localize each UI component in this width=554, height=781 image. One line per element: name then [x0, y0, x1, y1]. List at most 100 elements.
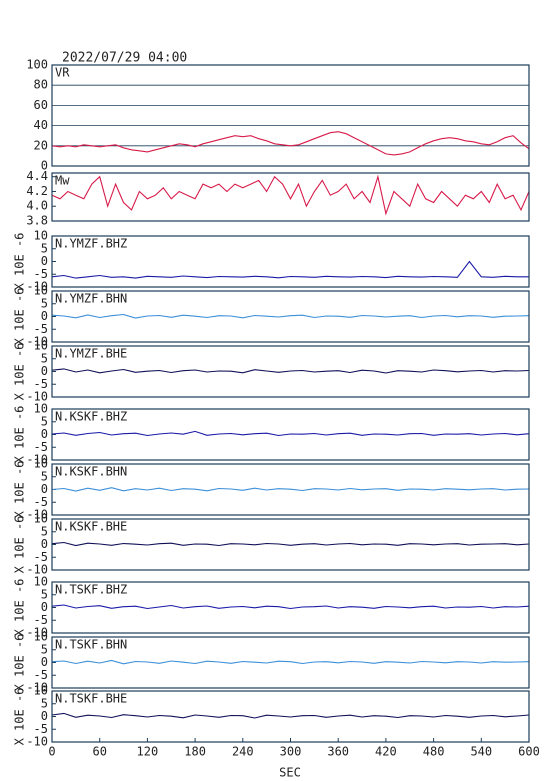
data-line	[51, 131, 530, 156]
y-tick-label: 4.2	[26, 184, 48, 198]
panel-label: N.TSKF.BHZ	[55, 583, 127, 597]
panel-label: N.TSKF.BHN	[55, 638, 127, 652]
y-tick-label: 10	[34, 284, 48, 298]
y-tick-label: 4.0	[26, 199, 48, 213]
y-tick-label: 5	[41, 414, 48, 428]
x-tick-label: 180	[184, 745, 206, 759]
y-tick-label: 10	[34, 339, 48, 353]
panel-frame	[51, 408, 530, 461]
y-tick-label: 0	[41, 709, 48, 723]
x-axis-label: SEC	[279, 766, 301, 780]
y-axis-label: X 10E -6	[13, 233, 27, 291]
panel-label: N.KSKF.BHN	[55, 465, 127, 479]
x-tick-label: 420	[375, 745, 397, 759]
y-tick-label: 5	[41, 296, 48, 310]
data-line	[51, 368, 530, 374]
panel-frame	[51, 235, 530, 288]
x-tick-label: 0	[48, 745, 55, 759]
y-tick-label: 40	[34, 118, 48, 132]
y-axis-label: X 10E -6	[13, 343, 27, 401]
panel-frame	[51, 636, 530, 689]
y-axis-label: X 10E -6	[13, 516, 27, 574]
y-tick-label: -10	[26, 390, 48, 404]
data-line	[51, 487, 530, 492]
y-tick-label: 0	[41, 600, 48, 614]
y-tick-label: 10	[34, 402, 48, 416]
panel-frame	[51, 345, 530, 398]
y-tick-label: 5	[41, 524, 48, 538]
y-tick-label: 0	[41, 309, 48, 323]
panel-label: VR	[55, 66, 70, 80]
y-tick-label: -5	[34, 267, 48, 281]
y-tick-label: -10	[26, 681, 48, 695]
x-tick-label: 600	[518, 745, 540, 759]
x-tick-label: 120	[137, 745, 159, 759]
data-line	[51, 313, 530, 319]
data-line	[51, 659, 530, 665]
panel-frame	[51, 290, 530, 343]
panel-label: N.YMZF.BHN	[55, 292, 127, 306]
panel-label: N.YMZF.BHE	[55, 347, 127, 361]
y-tick-label: -5	[34, 722, 48, 736]
data-line	[51, 712, 530, 719]
x-tick-label: 300	[280, 745, 302, 759]
y-tick-label: 0	[41, 482, 48, 496]
y-tick-label: 0	[41, 254, 48, 268]
y-tick-label: 5	[41, 587, 48, 601]
y-tick-label: -5	[34, 495, 48, 509]
panel-frame	[51, 463, 530, 516]
y-tick-label: 4.4	[26, 169, 48, 183]
y-tick-label: 5	[41, 696, 48, 710]
data-line	[51, 541, 530, 547]
panel-frame	[51, 581, 530, 634]
panel-label: N.KSKF.BHZ	[55, 410, 127, 424]
panel-label: N.YMZF.BHZ	[55, 237, 127, 251]
panel-frame	[51, 172, 530, 222]
y-tick-label: 5	[41, 241, 48, 255]
panel-label: N.KSKF.BHE	[55, 520, 127, 534]
y-tick-label: -10	[26, 280, 48, 294]
data-line	[51, 604, 530, 610]
y-tick-label: -10	[26, 563, 48, 577]
y-tick-label: -5	[34, 440, 48, 454]
y-tick-label: -10	[26, 626, 48, 640]
y-tick-label: 80	[34, 78, 48, 92]
y-tick-label: 10	[34, 575, 48, 589]
y-tick-label: 60	[34, 98, 48, 112]
data-line	[51, 260, 529, 279]
y-tick-label: -5	[34, 613, 48, 627]
y-tick-label: -10	[26, 735, 48, 749]
y-tick-label: -10	[26, 508, 48, 522]
data-line	[51, 430, 530, 437]
y-tick-label: -10	[26, 453, 48, 467]
data-line	[51, 174, 530, 216]
panel-label: Mw	[55, 174, 70, 188]
y-tick-label: 0	[41, 655, 48, 669]
x-tick-label: 540	[470, 745, 492, 759]
y-tick-label: 10	[34, 457, 48, 471]
y-axis-label: X 10E -6	[13, 461, 27, 519]
y-tick-label: -5	[34, 550, 48, 564]
y-tick-label: 0	[41, 364, 48, 378]
y-axis-label: X 10E -6	[13, 688, 27, 746]
y-tick-label: 5	[41, 642, 48, 656]
y-tick-label: 10	[34, 512, 48, 526]
panel-label: N.TSKF.BHE	[55, 692, 127, 706]
y-tick-label: 0	[41, 537, 48, 551]
y-tick-label: 0	[41, 427, 48, 441]
panel-frame	[51, 64, 530, 167]
x-tick-label: 360	[327, 745, 349, 759]
y-tick-label: -10	[26, 335, 48, 349]
y-axis-label: X 10E -6	[13, 579, 27, 637]
y-tick-label: 0	[41, 159, 48, 173]
y-axis-label: X 10E -6	[13, 634, 27, 692]
y-tick-label: -5	[34, 322, 48, 336]
y-tick-label: 3.8	[26, 214, 48, 228]
y-tick-label: 10	[34, 630, 48, 644]
y-tick-label: 10	[34, 684, 48, 698]
x-tick-label: 480	[423, 745, 445, 759]
x-tick-label: 60	[92, 745, 106, 759]
y-axis-label: X 10E -6	[13, 288, 27, 346]
y-tick-label: -5	[34, 668, 48, 682]
